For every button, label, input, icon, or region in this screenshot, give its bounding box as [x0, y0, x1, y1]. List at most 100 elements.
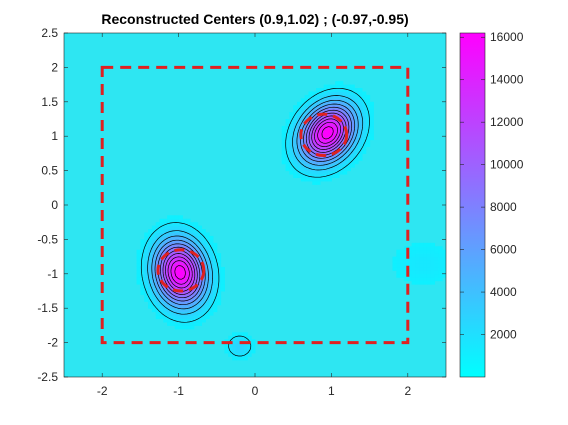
heatmap-cell	[415, 263, 420, 268]
heatmap-cell	[312, 156, 317, 161]
heatmap-cell	[430, 270, 436, 275]
heatmap-cell	[281, 146, 287, 151]
heatmap-cell	[419, 253, 424, 258]
heatmap-cell	[178, 308, 183, 313]
heatmap-cell	[339, 163, 344, 168]
heatmap-cell	[350, 101, 355, 106]
heatmap-cell	[411, 253, 416, 258]
heatmap-cell	[205, 315, 210, 320]
heatmap-cell	[304, 101, 309, 106]
heatmap-cell	[339, 132, 344, 137]
heatmap-cell	[212, 256, 218, 261]
heatmap-cell	[327, 174, 332, 178]
heatmap-cell	[319, 149, 325, 154]
heatmap-cell	[186, 273, 191, 278]
heatmap-cell	[186, 325, 191, 330]
heatmap-cell	[438, 263, 443, 268]
heatmap-cell	[216, 291, 222, 295]
heatmap-cell	[308, 174, 313, 178]
heatmap-cell	[407, 253, 413, 258]
heatmap-cell	[197, 321, 203, 326]
heatmap-cell	[358, 149, 363, 154]
heatmap-cell	[201, 308, 206, 313]
heatmap-cell	[415, 270, 420, 275]
heatmap-cell	[407, 266, 413, 271]
heatmap-cell	[327, 167, 332, 172]
heatmap-cell	[312, 119, 317, 123]
heatmap-cell	[151, 294, 157, 299]
heatmap-cell	[312, 180, 317, 185]
heatmap-cell	[316, 88, 321, 92]
heatmap-cell	[354, 153, 359, 158]
heatmap-cell	[212, 246, 218, 251]
heatmap-cell	[167, 301, 172, 306]
heatmap-cell	[178, 256, 183, 261]
heatmap-cell	[411, 256, 416, 261]
heatmap-cell	[342, 88, 348, 92]
heatmap-cell	[327, 84, 332, 89]
heatmap-cell	[247, 346, 252, 350]
heatmap-cell	[136, 256, 141, 261]
heatmap-cell	[228, 335, 233, 340]
heatmap-cell	[411, 246, 416, 251]
heatmap-cell	[159, 229, 164, 234]
heatmap-cell	[216, 287, 222, 292]
heatmap-cell	[140, 284, 145, 289]
heatmap-cell	[220, 266, 225, 271]
heatmap-cell	[316, 119, 321, 123]
x-tick-label: 0	[252, 384, 259, 398]
heatmap-cell	[197, 315, 203, 320]
heatmap-cell	[174, 235, 180, 240]
heatmap-cell	[358, 125, 363, 130]
heatmap-cell	[170, 301, 176, 306]
heatmap-cell	[319, 177, 325, 182]
heatmap-cell	[361, 146, 367, 151]
heatmap-cell	[212, 260, 218, 264]
heatmap-cell	[300, 167, 306, 172]
heatmap-cell	[293, 129, 298, 134]
heatmap-cell	[136, 260, 141, 264]
heatmap-cell	[247, 335, 252, 340]
heatmap-cell	[243, 352, 248, 357]
heatmap-cell	[190, 229, 195, 234]
heatmap-cell	[327, 170, 332, 175]
heatmap-cell	[346, 156, 351, 161]
heatmap-cell	[201, 280, 206, 285]
heatmap-cell	[201, 246, 206, 251]
y-tick-label: 1.5	[41, 95, 58, 109]
heatmap-cell	[289, 122, 294, 127]
heatmap-cell	[342, 105, 348, 110]
heatmap-cell	[308, 160, 313, 165]
heatmap-cell	[297, 132, 302, 137]
heatmap-cell	[136, 263, 141, 268]
heatmap-cell	[178, 315, 183, 320]
heatmap-cell	[159, 273, 164, 278]
center-circle	[299, 112, 349, 157]
heatmap-cell	[167, 321, 172, 326]
heatmap-cell	[178, 294, 183, 299]
heatmap-cell	[361, 122, 367, 127]
heatmap-cell	[151, 260, 157, 264]
heatmap-cell	[297, 108, 302, 113]
heatmap-cell	[312, 122, 317, 127]
heatmap-cell	[163, 263, 168, 268]
heatmap-cell	[232, 332, 237, 337]
heatmap-cell	[331, 170, 336, 175]
heatmap-cell	[178, 318, 183, 323]
heatmap-cell	[369, 129, 374, 134]
heatmap-cell	[419, 246, 424, 251]
heatmap-cell	[308, 119, 313, 123]
heatmap-cell	[358, 112, 363, 117]
heatmap-cell	[174, 232, 180, 237]
heatmap-cell	[216, 284, 222, 289]
x-tick-label: -2	[97, 384, 108, 398]
heatmap-cell	[232, 356, 237, 361]
heatmap-cell	[197, 225, 203, 230]
heatmap-cell	[354, 156, 359, 161]
heatmap-cell	[312, 91, 317, 96]
heatmap-cell	[151, 256, 157, 261]
heatmap-cell	[140, 256, 145, 261]
heatmap-cell	[358, 119, 363, 123]
heatmap-cell	[297, 101, 302, 106]
heatmap-cell	[304, 156, 309, 161]
